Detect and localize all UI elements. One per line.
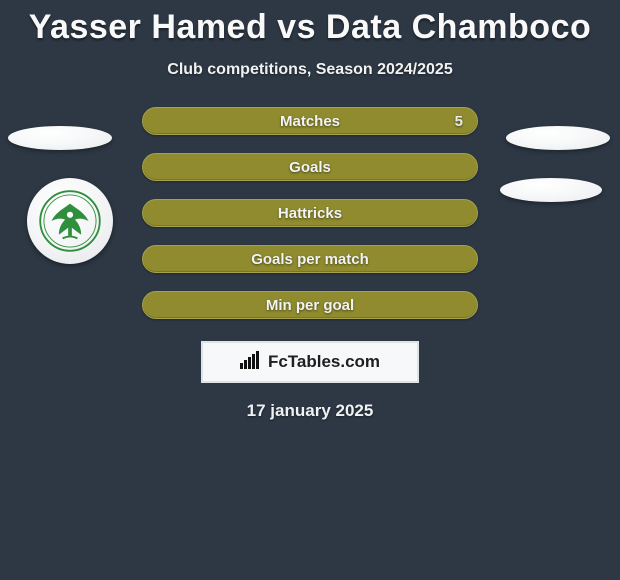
page-subtitle: Club competitions, Season 2024/2025: [0, 61, 620, 79]
stat-value: 5: [455, 113, 463, 130]
brand-text: FcTables.com: [268, 352, 380, 372]
stat-label: Goals: [289, 159, 331, 176]
stat-label: Goals per match: [251, 251, 369, 268]
placeholder-ellipse-right-2: [500, 178, 602, 202]
placeholder-ellipse-left: [8, 126, 112, 150]
page-title: Yasser Hamed vs Data Chamboco: [0, 0, 620, 47]
club-badge: [27, 178, 113, 264]
stat-label: Hattricks: [278, 205, 342, 222]
stat-label: Matches: [280, 113, 340, 130]
stat-bar-min-per-goal: Min per goal: [142, 291, 478, 319]
stat-bar-matches: Matches 5: [142, 107, 478, 135]
bar-chart-icon: [240, 351, 262, 374]
stat-bar-goals: Goals: [142, 153, 478, 181]
stat-bar-goals-per-match: Goals per match: [142, 245, 478, 273]
brand-box[interactable]: FcTables.com: [201, 341, 419, 383]
date-label: 17 january 2025: [0, 401, 620, 421]
al-masry-eagle-icon: [39, 190, 101, 252]
stat-label: Min per goal: [266, 297, 354, 314]
placeholder-ellipse-right-1: [506, 126, 610, 150]
stat-bar-hattricks: Hattricks: [142, 199, 478, 227]
